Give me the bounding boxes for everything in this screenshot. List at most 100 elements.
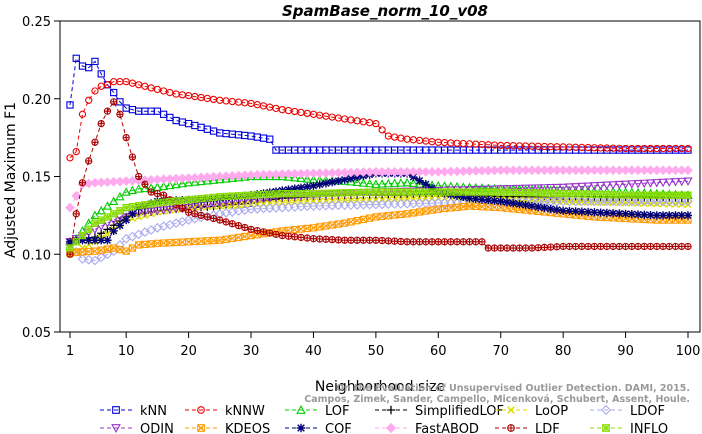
- marker: [297, 234, 305, 241]
- legend-label: INFLO: [630, 422, 668, 434]
- marker: [507, 424, 515, 432]
- marker: [297, 225, 305, 233]
- marker: [410, 238, 417, 245]
- marker: [353, 217, 361, 225]
- marker: [396, 178, 406, 187]
- marker: [653, 191, 661, 199]
- marker: [179, 205, 186, 212]
- marker: [316, 235, 323, 243]
- marker: [160, 239, 168, 247]
- marker: [91, 139, 99, 146]
- marker: [72, 238, 80, 246]
- marker: [284, 190, 292, 198]
- marker: [177, 178, 187, 188]
- marker: [321, 179, 331, 188]
- marker: [590, 208, 599, 217]
- marker: [603, 198, 611, 207]
- marker: [153, 239, 161, 247]
- marker: [110, 88, 118, 97]
- marker: [103, 81, 112, 89]
- marker: [334, 176, 343, 185]
- marker: [328, 189, 336, 197]
- marker: [372, 237, 379, 244]
- marker: [366, 237, 373, 244]
- chart-title: SpamBase_norm_10_v08: [282, 2, 488, 20]
- marker: [485, 244, 492, 252]
- marker: [228, 234, 236, 242]
- marker: [647, 191, 655, 199]
- marker: [297, 190, 305, 198]
- marker: [652, 179, 662, 188]
- marker: [360, 237, 367, 244]
- marker: [378, 188, 386, 196]
- marker: [541, 244, 548, 251]
- marker: [285, 233, 292, 240]
- marker: [383, 178, 393, 188]
- marker: [640, 210, 649, 219]
- marker: [304, 234, 311, 242]
- marker: [414, 187, 425, 196]
- marker: [666, 243, 673, 250]
- marker: [466, 188, 474, 196]
- marker: [147, 84, 155, 92]
- marker: [235, 222, 242, 229]
- marker: [84, 236, 93, 245]
- marker: [515, 205, 523, 213]
- marker: [547, 189, 555, 197]
- marker: [658, 211, 668, 220]
- marker: [614, 180, 624, 190]
- marker: [478, 188, 486, 196]
- marker: [409, 172, 418, 182]
- marker: [564, 183, 575, 192]
- legend-label: kNN: [140, 404, 167, 419]
- marker: [389, 178, 400, 187]
- marker: [309, 181, 318, 190]
- marker: [627, 180, 637, 189]
- marker: [148, 188, 155, 196]
- marker: [85, 225, 93, 233]
- marker: [384, 212, 392, 220]
- marker: [347, 189, 355, 197]
- marker: [346, 174, 356, 183]
- marker: [103, 213, 111, 221]
- marker: [459, 203, 467, 211]
- marker: [90, 236, 100, 245]
- marker: [684, 243, 692, 250]
- marker: [160, 192, 167, 199]
- marker: [316, 189, 324, 197]
- marker: [103, 230, 112, 238]
- marker: [602, 208, 611, 217]
- y-tick-label: 0.20: [22, 93, 51, 108]
- marker: [546, 184, 556, 193]
- marker: [352, 177, 362, 187]
- axes-layer: 0.05 0.10 0.15 0.20 0.25 1 10 20 30 40 50 60 70 80 90 1…: [22, 15, 700, 359]
- marker: [222, 218, 230, 226]
- legend-label: KDEOS: [225, 422, 270, 434]
- marker: [78, 232, 86, 240]
- marker: [397, 188, 405, 196]
- marker: [471, 194, 480, 203]
- marker: [414, 179, 425, 188]
- marker: [111, 424, 121, 434]
- marker: [678, 200, 686, 208]
- marker: [260, 191, 268, 199]
- marker: [353, 189, 361, 197]
- marker: [678, 191, 686, 199]
- series-line: [69, 57, 688, 151]
- marker: [203, 237, 211, 245]
- marker: [608, 209, 618, 218]
- marker: [91, 57, 99, 66]
- marker: [202, 176, 212, 185]
- marker: [310, 235, 317, 242]
- marker: [159, 110, 168, 118]
- marker: [447, 238, 454, 245]
- marker: [572, 190, 580, 198]
- marker: [247, 226, 255, 233]
- marker: [609, 243, 617, 250]
- marker: [72, 54, 80, 62]
- marker: [279, 232, 286, 239]
- marker: [159, 181, 169, 191]
- marker: [166, 198, 174, 206]
- marker: [290, 172, 300, 182]
- marker: [122, 215, 131, 225]
